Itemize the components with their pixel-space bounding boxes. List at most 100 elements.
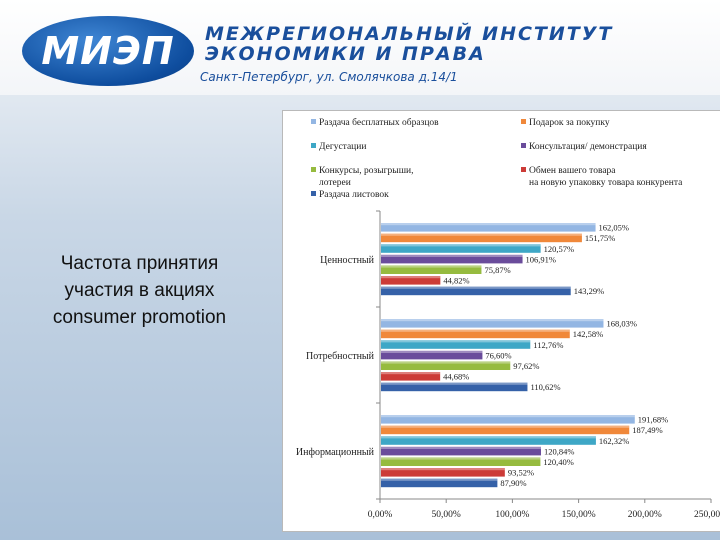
bar-highlight-1-5 <box>381 265 482 268</box>
bar-highlight-1-4 <box>381 254 523 257</box>
data-label-1-4: 106,91% <box>526 254 556 264</box>
x-tick-label-4: 150,00% <box>562 510 596 520</box>
data-label-3-5: 120,40% <box>543 457 573 467</box>
bar-highlight-3-6 <box>381 468 505 471</box>
x-tick-label-3: 100,00% <box>495 510 529 520</box>
legend-label-1: Раздача бесплатных образцов <box>319 117 439 128</box>
bar-highlight-1-3 <box>381 244 541 247</box>
legend-label-2: Подарок за покупку <box>529 118 610 128</box>
bar-2-5 <box>381 361 511 370</box>
category-label-1: Ценностный <box>320 255 374 266</box>
bar-1-1 <box>381 223 596 232</box>
data-label-1-6: 44,82% <box>443 276 469 286</box>
bar-3-6 <box>381 468 505 477</box>
data-label-3-7: 87,90% <box>500 478 526 488</box>
bar-3-2 <box>381 425 630 435</box>
data-label-2-1: 168,03% <box>606 319 636 329</box>
legend-label-5-line2: лотереи <box>319 178 351 188</box>
bar-1-4 <box>381 254 523 264</box>
bar-highlight-2-4 <box>381 350 483 353</box>
logo-text: МИЭП <box>41 29 175 73</box>
legend-swatch-4 <box>521 143 526 148</box>
data-label-1-7: 143,29% <box>574 286 604 296</box>
data-label-2-2: 142,58% <box>573 329 603 339</box>
institute-name-line2: ЭКОНОМИКИ И ПРАВА <box>205 43 486 65</box>
bar-highlight-1-2 <box>381 233 582 236</box>
data-label-3-6: 93,52% <box>508 468 534 478</box>
bar-1-3 <box>381 244 541 253</box>
bar-1-6 <box>381 276 441 285</box>
bar-highlight-2-3 <box>381 340 531 343</box>
bar-2-2 <box>381 329 570 339</box>
bar-1-5 <box>381 265 482 274</box>
bar-highlight-3-1 <box>381 415 635 418</box>
bar-highlight-3-2 <box>381 425 630 428</box>
bar-3-7 <box>381 478 498 488</box>
legend-label-7: Раздача листовок <box>319 190 389 200</box>
data-label-3-4: 120,84% <box>544 446 574 456</box>
x-tick-label-2: 50,00% <box>432 510 461 520</box>
category-label-2: Потребностный <box>306 351 375 362</box>
bar-2-7 <box>381 382 528 392</box>
bar-highlight-3-5 <box>381 457 541 460</box>
legend-label-6: Обмен вашего товара <box>529 165 616 176</box>
x-tick-label-1: 0,00% <box>368 510 393 520</box>
x-tick-label-5: 200,00% <box>628 510 662 520</box>
bar-3-3 <box>381 436 596 445</box>
legend-label-3: Дегустации <box>319 142 366 152</box>
bar-highlight-2-7 <box>381 382 528 385</box>
chart-panel: Раздача бесплатных образцов Подарок за по… <box>282 110 720 532</box>
institute-address: Санкт-Петербург, ул. Смолячкова д.14/1 <box>200 70 458 84</box>
x-tick-label-6: 250,00% <box>694 510 720 520</box>
bar-highlight-3-4 <box>381 446 541 449</box>
data-label-1-1: 162,05% <box>599 223 629 233</box>
legend-swatch-1 <box>311 119 316 124</box>
header-banner: МИЭП МЕЖРЕГИОНАЛЬНЫЙ ИНСТИТУТ ЭКОНОМИКИ … <box>0 0 720 95</box>
bar-1-2 <box>381 233 582 243</box>
logo: МИЭП <box>22 16 194 86</box>
bar-highlight-3-3 <box>381 436 596 439</box>
data-label-3-3: 162,32% <box>599 436 629 446</box>
data-label-1-5: 75,87% <box>484 265 510 275</box>
data-label-1-3: 120,57% <box>544 244 574 254</box>
data-label-2-5: 97,62% <box>513 361 539 371</box>
data-label-2-3: 112,76% <box>533 340 563 350</box>
category-label-3: Информационный <box>296 447 375 458</box>
institute-name: МЕЖРЕГИОНАЛЬНЫЙ ИНСТИТУТ ЭКОНОМИКИ И ПРА… <box>205 24 613 64</box>
data-label-2-6: 44,68% <box>443 372 469 382</box>
data-label-3-1: 191,68% <box>638 415 668 425</box>
bar-3-1 <box>381 415 635 424</box>
slide-title: Частота принятия участия в акциях consum… <box>12 250 267 331</box>
slide-title-line1: Частота принятия <box>60 253 219 274</box>
bar-highlight-2-5 <box>381 361 511 364</box>
bar-highlight-1-6 <box>381 276 441 279</box>
legend-swatch-7 <box>311 191 316 196</box>
bar-highlight-2-2 <box>381 329 570 332</box>
bar-2-4 <box>381 350 483 360</box>
bar-chart: Раздача бесплатных образцов Подарок за по… <box>296 117 720 520</box>
legend-swatch-6 <box>521 167 526 172</box>
legend-swatch-5 <box>311 167 316 172</box>
legend-label-6-line2: на новую упаковку товара конкурента <box>529 178 683 188</box>
bar-3-4 <box>381 446 541 456</box>
bar-3-5 <box>381 457 541 466</box>
legend-label-5: Конкурсы, розыгрыши, <box>319 166 413 176</box>
legend-swatch-2 <box>521 119 526 124</box>
bar-highlight-2-6 <box>381 372 441 375</box>
bar-highlight-1-1 <box>381 223 596 226</box>
bar-highlight-3-7 <box>381 478 498 481</box>
bar-2-3 <box>381 340 531 349</box>
data-label-2-4: 76,60% <box>485 350 511 360</box>
bar-2-6 <box>381 372 441 381</box>
data-label-2-7: 110,62% <box>530 382 560 392</box>
data-label-1-2: 151,75% <box>585 233 615 243</box>
institute-name-line1: МЕЖРЕГИОНАЛЬНЫЙ ИНСТИТУТ <box>205 23 614 45</box>
slide-title-line3: consumer promotion <box>52 307 227 328</box>
slide-title-line2: участия в акциях <box>64 280 215 301</box>
bar-1-7 <box>381 286 571 296</box>
legend-swatch-3 <box>311 143 316 148</box>
legend-label-4: Консультация/ демонстрация <box>529 142 647 152</box>
bar-highlight-2-1 <box>381 319 604 322</box>
bar-2-1 <box>381 319 604 328</box>
data-label-3-2: 187,49% <box>632 425 662 435</box>
